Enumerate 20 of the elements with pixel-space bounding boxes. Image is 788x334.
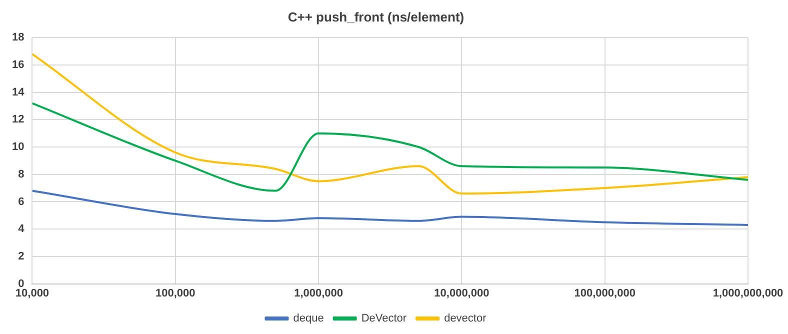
y-tick-label: 8 — [18, 168, 24, 180]
legend-label: DeVector — [361, 312, 407, 325]
x-tick-label: 100,000,000 — [574, 287, 636, 300]
x-tick-label: 1,000,000,000 — [712, 287, 784, 300]
y-tick-label: 10 — [12, 141, 24, 154]
y-tick-label: 6 — [18, 196, 24, 208]
chart-title: C++ push_front (ns/element) — [288, 9, 464, 24]
y-tick-label: 14 — [12, 86, 26, 98]
y-tick-label: 12 — [12, 114, 24, 126]
x-tick-label: 100,000 — [156, 287, 196, 300]
y-tick-label: 0 — [18, 278, 24, 290]
legend-label: devector — [444, 312, 487, 325]
y-tick-label: 4 — [18, 223, 26, 236]
legend-label: deque — [293, 312, 324, 325]
y-tick-label: 18 — [12, 32, 24, 44]
x-tick-label: 10,000 — [15, 287, 50, 300]
y-tick-label: 16 — [12, 58, 24, 71]
x-tick-label: 1,000,000 — [294, 287, 344, 300]
y-tick-label: 2 — [18, 250, 24, 262]
x-tick-label: 10,000,000 — [434, 287, 490, 300]
